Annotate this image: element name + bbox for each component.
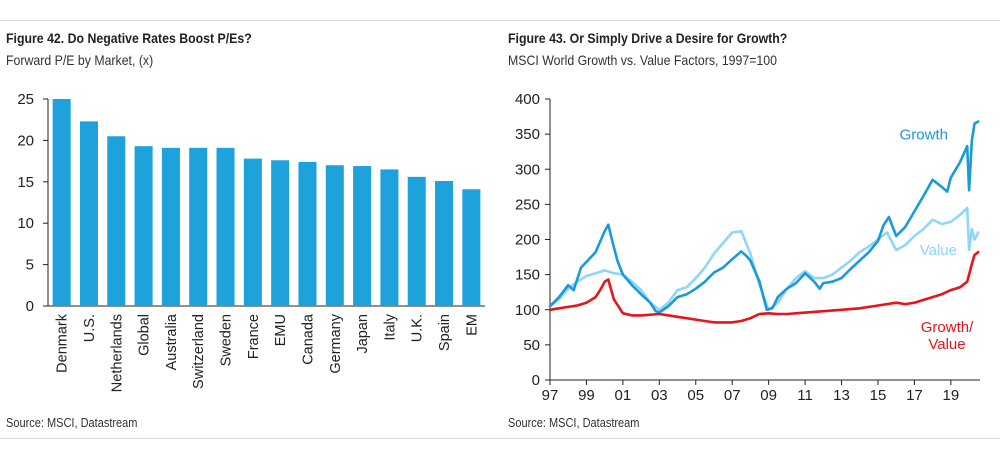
y-tick-label: 25 [17,91,34,108]
y-tick-label: 10 [17,215,34,232]
y-tick-label: 150 [515,267,540,284]
y-tick-label: 20 [17,132,34,149]
bar [134,146,153,306]
x-tick-label: Italy [382,313,398,340]
bar [435,180,454,306]
right-line-chart: 0 50 100 150 200 250 300 350 400 97 99 01 03 05 07 09 11… [515,91,980,404]
x-tick-label: U.K. [410,314,426,342]
x-tick-label: 01 [615,387,632,404]
bar [353,166,372,306]
x-tick-label: 11 [797,387,813,404]
series-line-growth-value [548,250,980,324]
x-tick-label: EMU [273,314,289,346]
growth-value-annotation-line1: Growth/ [921,319,974,336]
y-tick-label: 300 [515,161,540,178]
x-tick-label: 15 [870,387,887,404]
bar [161,147,180,306]
x-tick-label: Canada [300,313,316,365]
y-tick-label: 400 [515,91,540,108]
series-line-growth [548,120,980,314]
bottom-divider [0,438,1000,439]
bar [79,121,98,306]
x-tick-label: EM [464,314,480,336]
x-tick-label: Netherlands [109,314,125,392]
left-bar-chart: 0 5 10 15 20 25 Denmark U.S. Netherlands Global Au… [17,91,485,392]
x-tick-label: Switzerland [191,314,207,389]
x-tick-label: 03 [651,387,668,404]
x-tick-label: Germany [328,313,344,373]
x-tick-label: Japan [355,314,371,354]
bar [407,176,426,306]
y-tick-label: 15 [17,174,34,191]
x-tick-label: Sweden [219,314,235,366]
y-tick-label: 350 [515,126,540,143]
x-tick-label: 05 [687,387,704,404]
left-chart-subtitle: Forward P/E by Market, (x) [6,52,154,68]
bar [243,158,262,306]
bar [107,136,126,306]
bar [462,189,481,306]
right-chart-source: Source: MSCI, Datastream [508,416,640,430]
x-tick-label: 19 [943,387,960,404]
x-tick-label: 09 [760,387,777,404]
bar [271,160,290,306]
x-tick-label: 17 [906,387,923,404]
x-tick-label: U.S. [82,314,98,342]
x-tick-label: Global [137,314,153,356]
left-chart-source: Source: MSCI, Datastream [6,416,138,430]
x-tick-label: Australia [164,313,180,370]
bar [380,169,399,306]
x-tick-label: Denmark [55,313,71,373]
growth-value-annotation-line2: Value [928,336,965,353]
bar [216,147,235,306]
x-tick-label: France [246,314,262,359]
y-tick-label: 5 [26,257,34,274]
bar [325,165,344,306]
y-tick-label: 200 [515,232,540,249]
bar [189,147,208,306]
x-tick-label: 13 [833,387,850,404]
x-tick-label: 97 [542,387,559,404]
left-chart-title: Figure 42. Do Negative Rates Boost P/Es? [6,30,252,46]
x-tick-label: 99 [578,387,595,404]
top-divider [0,20,1000,21]
right-chart-subtitle: MSCI World Growth vs. Value Factors, 199… [508,52,777,68]
y-tick-label: 0 [532,372,540,389]
growth-annotation: Growth [900,127,948,144]
y-tick-label: 50 [523,337,540,354]
bar [298,161,317,306]
x-tick-label: 07 [724,387,741,404]
y-tick-label: 100 [515,302,540,319]
x-tick-label: Spain [437,314,453,351]
y-tick-label: 0 [26,298,34,315]
bar [52,99,71,306]
right-chart-title: Figure 43. Or Simply Drive a Desire for … [508,30,788,46]
value-annotation: Value [920,242,957,259]
y-tick-label: 250 [515,196,540,213]
